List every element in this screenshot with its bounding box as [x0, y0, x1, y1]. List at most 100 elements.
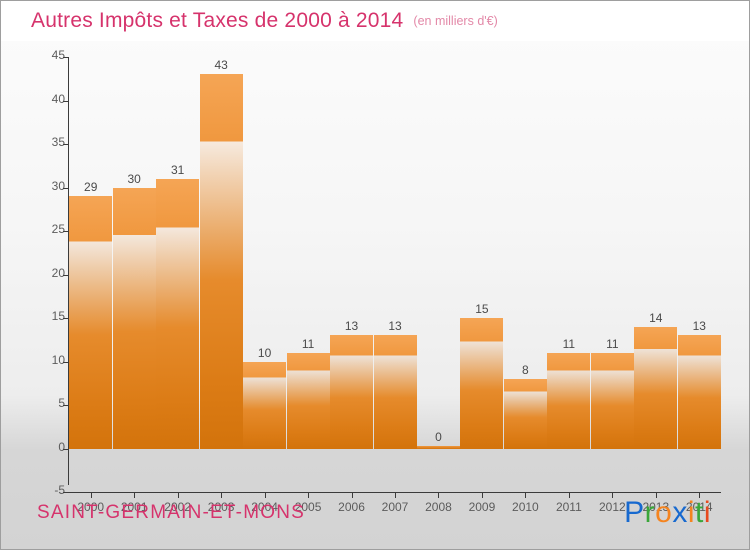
- x-tick-mark: [612, 492, 614, 498]
- x-tick-label: 2001: [120, 500, 148, 514]
- x-axis-line: [68, 492, 721, 493]
- y-tick-mark: [63, 361, 69, 363]
- bar-value-label: 13: [344, 319, 359, 334]
- bar-rect[interactable]: [330, 335, 374, 449]
- y-tick-label: 45: [51, 48, 65, 62]
- x-tick-mark: [699, 492, 701, 498]
- bar-value-label: 13: [388, 319, 402, 334]
- x-tick-label: 2007: [381, 500, 409, 514]
- x-tick-mark: [351, 492, 353, 498]
- x-tick-mark: [134, 492, 136, 498]
- y-tick-mark: [63, 492, 69, 493]
- bars-container: 29 30 31 43 10 11 13 13 0 15 8 11 11 14 13: [69, 41, 721, 496]
- y-tick-label: 25: [51, 222, 65, 236]
- bar-value-label: 13: [692, 319, 706, 334]
- bar-value-label: 10: [257, 345, 272, 360]
- x-tick-mark: [308, 492, 310, 498]
- x-tick-mark: [395, 492, 396, 498]
- y-tick-label: 0: [58, 439, 65, 454]
- bar-rect[interactable]: [156, 178, 200, 449]
- y-tick-mark: [63, 144, 69, 145]
- x-tick-label: 2008: [425, 500, 452, 514]
- x-tick-label: 2009: [468, 500, 496, 514]
- x-tick-label: 2006: [338, 500, 365, 514]
- x-tick-mark: [481, 492, 483, 498]
- bar-rect[interactable]: [677, 335, 721, 449]
- bar-value-label: 30: [127, 171, 141, 186]
- y-tick-mark: [63, 100, 69, 102]
- bar-value-label: 29: [84, 180, 98, 195]
- bar-rect[interactable]: [373, 335, 417, 449]
- x-tick-mark: [525, 492, 527, 498]
- x-tick-mark: [655, 492, 657, 498]
- bar-value-label: 11: [606, 336, 619, 351]
- bar-rect[interactable]: [112, 187, 156, 449]
- x-tick-label: 2005: [294, 500, 322, 514]
- commune-name: SAINT-GERMAIN-ET-MONS: [37, 501, 305, 523]
- y-tick-mark: [63, 231, 69, 232]
- logo-letter-1: P: [624, 495, 645, 529]
- bar-value-label: 0: [435, 429, 442, 444]
- bar-value-label: 11: [562, 336, 576, 351]
- x-tick-label: 2004: [251, 500, 278, 514]
- y-tick-label: 30: [51, 178, 65, 193]
- y-tick-label: 35: [51, 135, 65, 149]
- bar-rect[interactable]: [416, 445, 460, 449]
- x-tick-label: 2014: [685, 500, 713, 514]
- x-tick-label: 2002: [164, 500, 191, 514]
- x-tick-label: 2003: [207, 500, 235, 514]
- bar-rect[interactable]: [634, 326, 678, 449]
- logo-letter-7: i: [703, 495, 711, 529]
- y-tick-mark: [63, 318, 69, 319]
- x-tick-label: 2011: [555, 500, 582, 514]
- logo-letter-5: i: [687, 495, 695, 529]
- x-tick-label: 2013: [642, 500, 670, 514]
- bar-rect[interactable]: [460, 318, 504, 449]
- chart-subtitle: (en milliers d'€): [413, 13, 498, 28]
- y-tick-label: 10: [51, 352, 65, 367]
- y-tick-mark: [63, 274, 69, 276]
- y-tick-mark: [63, 57, 69, 58]
- y-tick-mark: [63, 405, 69, 406]
- y-tick-label: 20: [51, 265, 65, 280]
- chart-title: Autres Impôts et Taxes de 2000 à 2014: [31, 9, 404, 32]
- bar-value-label: 43: [214, 58, 228, 73]
- y-tick-mark: [63, 448, 69, 450]
- x-tick-label: 2000: [77, 500, 105, 514]
- bar-rect[interactable]: [243, 361, 287, 449]
- bar-rect[interactable]: [503, 378, 547, 449]
- bar-value-label: 14: [649, 310, 663, 325]
- y-tick-label: 40: [51, 91, 65, 106]
- logo-letter-6: t: [694, 495, 704, 529]
- bar-rect[interactable]: [286, 352, 330, 449]
- logo-letter-4: x: [672, 495, 688, 529]
- logo-letter-3: o: [655, 495, 673, 529]
- y-tick-mark: [63, 187, 69, 189]
- x-tick-mark: [438, 492, 440, 498]
- bar-rect[interactable]: [69, 196, 113, 449]
- bar-rect[interactable]: [199, 74, 243, 449]
- chart-header: Autres Impôts et Taxes de 2000 à 2014 (e…: [1, 1, 749, 41]
- y-tick-label: 5: [58, 396, 65, 410]
- x-tick-mark: [221, 492, 223, 498]
- bar-rect[interactable]: [590, 352, 634, 449]
- bar-rect[interactable]: [547, 352, 591, 449]
- x-tick-mark: [90, 492, 92, 498]
- y-axis-line: [68, 57, 69, 485]
- x-tick-mark: [264, 492, 266, 498]
- bar-value-label: 11: [301, 336, 315, 351]
- bar-value-label: 15: [475, 302, 489, 316]
- bar-value-label: 31: [170, 162, 185, 177]
- bar-value-label: 8: [522, 362, 529, 377]
- x-tick-label: 2010: [512, 500, 539, 514]
- logo-letter-2: r: [644, 495, 656, 529]
- x-tick-label: 2012: [598, 500, 626, 514]
- plot-area: 45 40 35 30 25 20 15 10 5 0 -5 29 30 31 43 10 11 13 13 0 15…: [1, 41, 749, 514]
- y-tick-label: -5: [54, 483, 65, 497]
- x-tick-mark: [177, 492, 179, 498]
- x-tick-mark: [568, 492, 570, 498]
- y-tick-label: 15: [51, 309, 65, 323]
